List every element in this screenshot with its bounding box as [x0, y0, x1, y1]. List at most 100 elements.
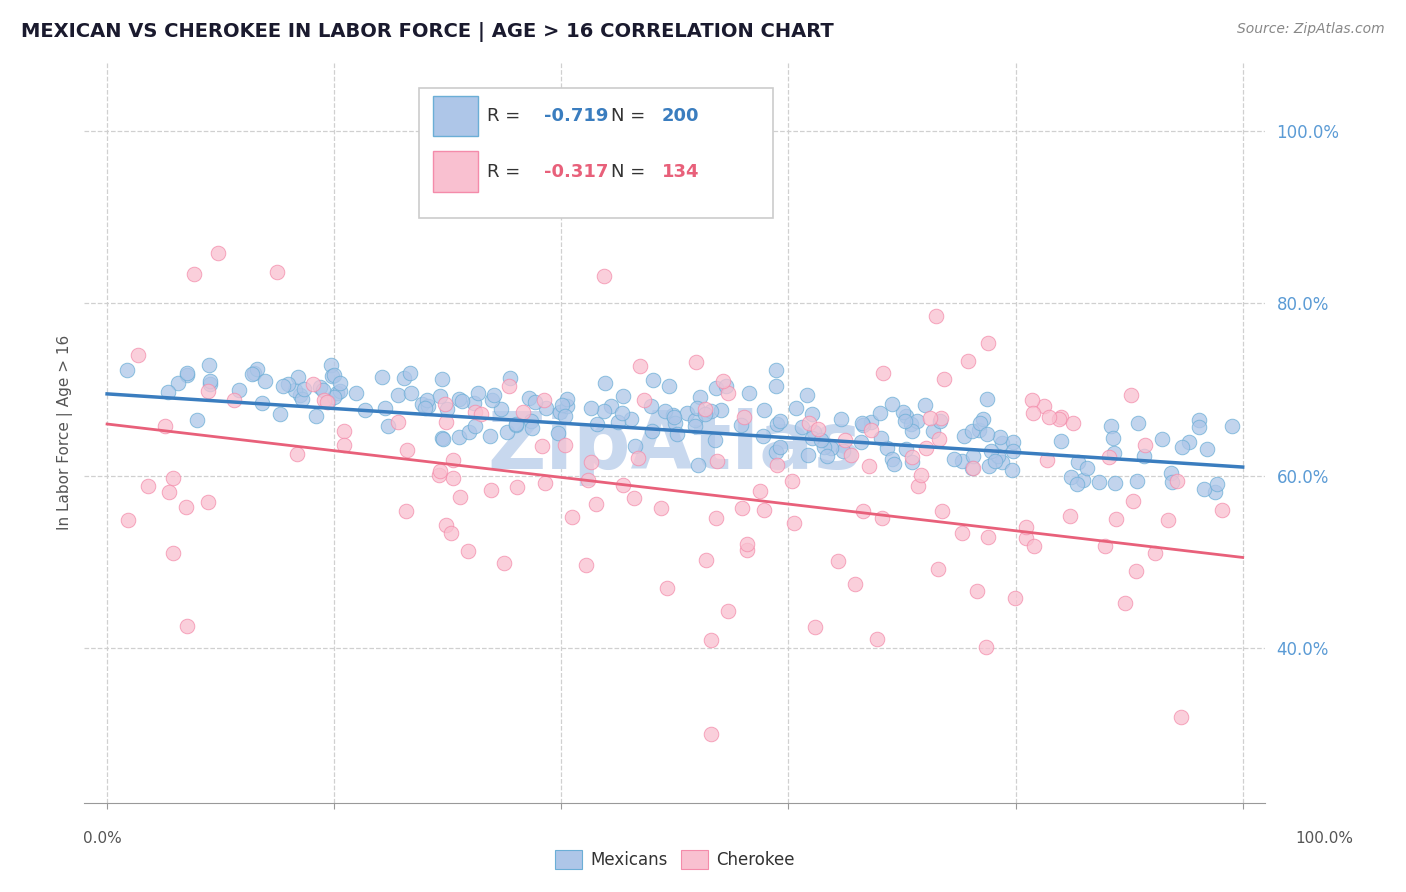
Point [451, 393, 474, 408]
Point [117, 513, 139, 527]
Point [418, 399, 440, 413]
Point [858, 458, 880, 473]
Point [717, 604, 740, 618]
Point [499, 370, 522, 384]
Point [901, 455, 924, 469]
Point [1047, 412, 1070, 426]
Point [198, 374, 221, 388]
Point [717, 386, 740, 401]
Point [434, 416, 457, 430]
Point [1160, 475, 1182, 489]
Point [292, 382, 315, 396]
Point [872, 511, 894, 525]
Point [186, 413, 208, 427]
Point [844, 576, 866, 591]
Point [711, 374, 734, 388]
Point [482, 388, 505, 402]
Point [464, 404, 486, 418]
Point [253, 374, 276, 388]
Point [520, 414, 543, 428]
Point [612, 478, 634, 492]
Point [1204, 485, 1226, 500]
Point [901, 425, 924, 439]
Point [1002, 444, 1025, 458]
Point [329, 384, 352, 398]
Point [962, 461, 984, 475]
Point [796, 387, 818, 401]
Point [555, 399, 578, 413]
Point [1125, 474, 1147, 488]
Point [880, 452, 903, 467]
Point [415, 392, 437, 407]
Point [860, 424, 883, 438]
Point [524, 395, 547, 409]
Point [228, 383, 250, 397]
Point [1188, 413, 1211, 427]
Point [207, 246, 229, 260]
Point [797, 448, 820, 462]
Point [441, 471, 464, 485]
Point [374, 401, 396, 415]
Point [880, 397, 903, 411]
Point [665, 426, 688, 441]
Point [1160, 467, 1182, 481]
Point [790, 420, 813, 434]
Point [1059, 470, 1081, 484]
Point [554, 409, 576, 424]
Point [700, 727, 723, 741]
Point [896, 442, 918, 456]
Point [491, 402, 513, 417]
Point [967, 423, 990, 437]
Point [960, 461, 983, 475]
Point [1066, 455, 1088, 469]
Point [907, 479, 929, 493]
Point [658, 378, 681, 392]
Point [176, 366, 198, 380]
Point [323, 368, 346, 382]
Point [1099, 419, 1122, 434]
Point [548, 405, 571, 419]
Point [319, 358, 342, 372]
Point [872, 367, 894, 381]
Point [950, 525, 973, 540]
Point [377, 419, 399, 434]
Point [662, 408, 685, 422]
Point [859, 415, 882, 429]
Point [1059, 509, 1081, 524]
Point [927, 562, 949, 576]
Point [576, 473, 599, 487]
Point [174, 500, 197, 515]
Point [1036, 453, 1059, 467]
Point [714, 378, 737, 392]
Point [765, 379, 787, 393]
Point [600, 399, 623, 413]
Point [288, 387, 311, 401]
Point [900, 417, 922, 431]
Point [585, 497, 607, 511]
Point [950, 454, 973, 468]
Point [1002, 434, 1025, 449]
Point [1102, 445, 1125, 459]
Legend: Mexicans, Cherokee: Mexicans, Cherokee [548, 843, 801, 876]
Point [922, 424, 945, 438]
Point [579, 455, 602, 469]
Point [695, 552, 717, 566]
Point [157, 384, 180, 399]
Point [977, 459, 1000, 474]
Point [481, 393, 503, 408]
Point [852, 417, 875, 432]
Point [731, 501, 754, 516]
Point [932, 372, 955, 386]
Point [387, 388, 409, 402]
Point [520, 420, 543, 434]
Point [575, 558, 598, 573]
Point [198, 376, 221, 391]
Point [512, 404, 534, 418]
Point [628, 359, 651, 374]
Point [392, 371, 415, 385]
Point [449, 392, 471, 407]
Point [928, 414, 950, 428]
Point [287, 370, 309, 384]
Point [730, 417, 752, 432]
Point [277, 377, 299, 392]
